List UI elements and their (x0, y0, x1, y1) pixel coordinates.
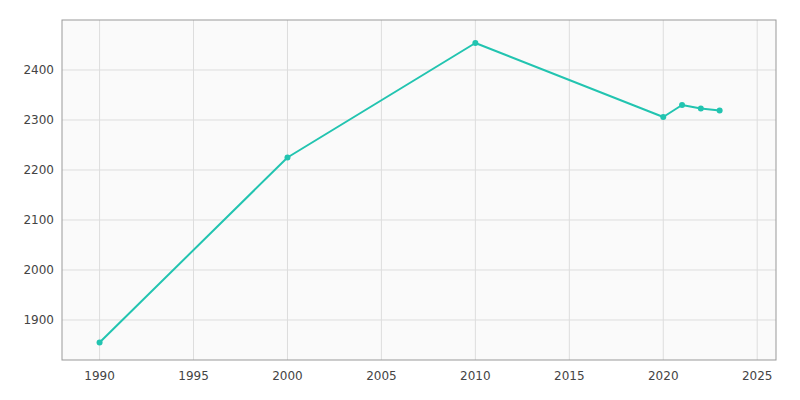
y-tick-label: 2100 (23, 213, 54, 227)
point (97, 340, 103, 346)
y-tick-label: 2200 (23, 163, 54, 177)
x-tick-label: 2005 (366, 369, 397, 383)
grid-line (475, 20, 476, 360)
grid-line (757, 20, 758, 360)
x-tick-label: 2020 (648, 369, 679, 383)
point (284, 155, 290, 161)
y-tick-label: 2000 (23, 263, 54, 277)
grid-line (62, 70, 776, 71)
point (660, 114, 666, 120)
grid-line (193, 20, 194, 360)
x-tick-label: 2015 (554, 369, 585, 383)
line (100, 43, 720, 343)
grid-line (569, 20, 570, 360)
point (717, 108, 723, 114)
grid-line (99, 20, 100, 360)
x-tick-label: 2000 (272, 369, 303, 383)
plot-frame (62, 20, 776, 360)
y-tick-label: 1900 (23, 313, 54, 327)
series (97, 40, 723, 346)
grid-line (381, 20, 382, 360)
grid-line (62, 120, 776, 121)
y-tick-label: 2300 (23, 113, 54, 127)
grid-line (62, 220, 776, 221)
chart: 1900 2000 2100 2200 2300 2400 1990 1995 2000 2005… (0, 0, 800, 400)
grid-line (62, 170, 776, 171)
grid-line (287, 20, 288, 360)
x-tick-label: 1995 (178, 369, 209, 383)
x-tick-label: 2010 (460, 369, 491, 383)
plot-area (62, 20, 776, 360)
point (472, 40, 478, 46)
grid-line (663, 20, 664, 360)
x-tick-label: 2025 (742, 369, 773, 383)
x-tick-label: 1990 (84, 369, 115, 383)
grid-line (62, 320, 776, 321)
tick-labels: 1900 2000 2100 2200 2300 2400 1990 1995 2000 2005… (23, 63, 772, 384)
grid (62, 20, 776, 360)
point (698, 106, 704, 112)
point (679, 102, 685, 108)
y-tick-label: 2400 (23, 63, 54, 77)
grid-line (62, 270, 776, 271)
